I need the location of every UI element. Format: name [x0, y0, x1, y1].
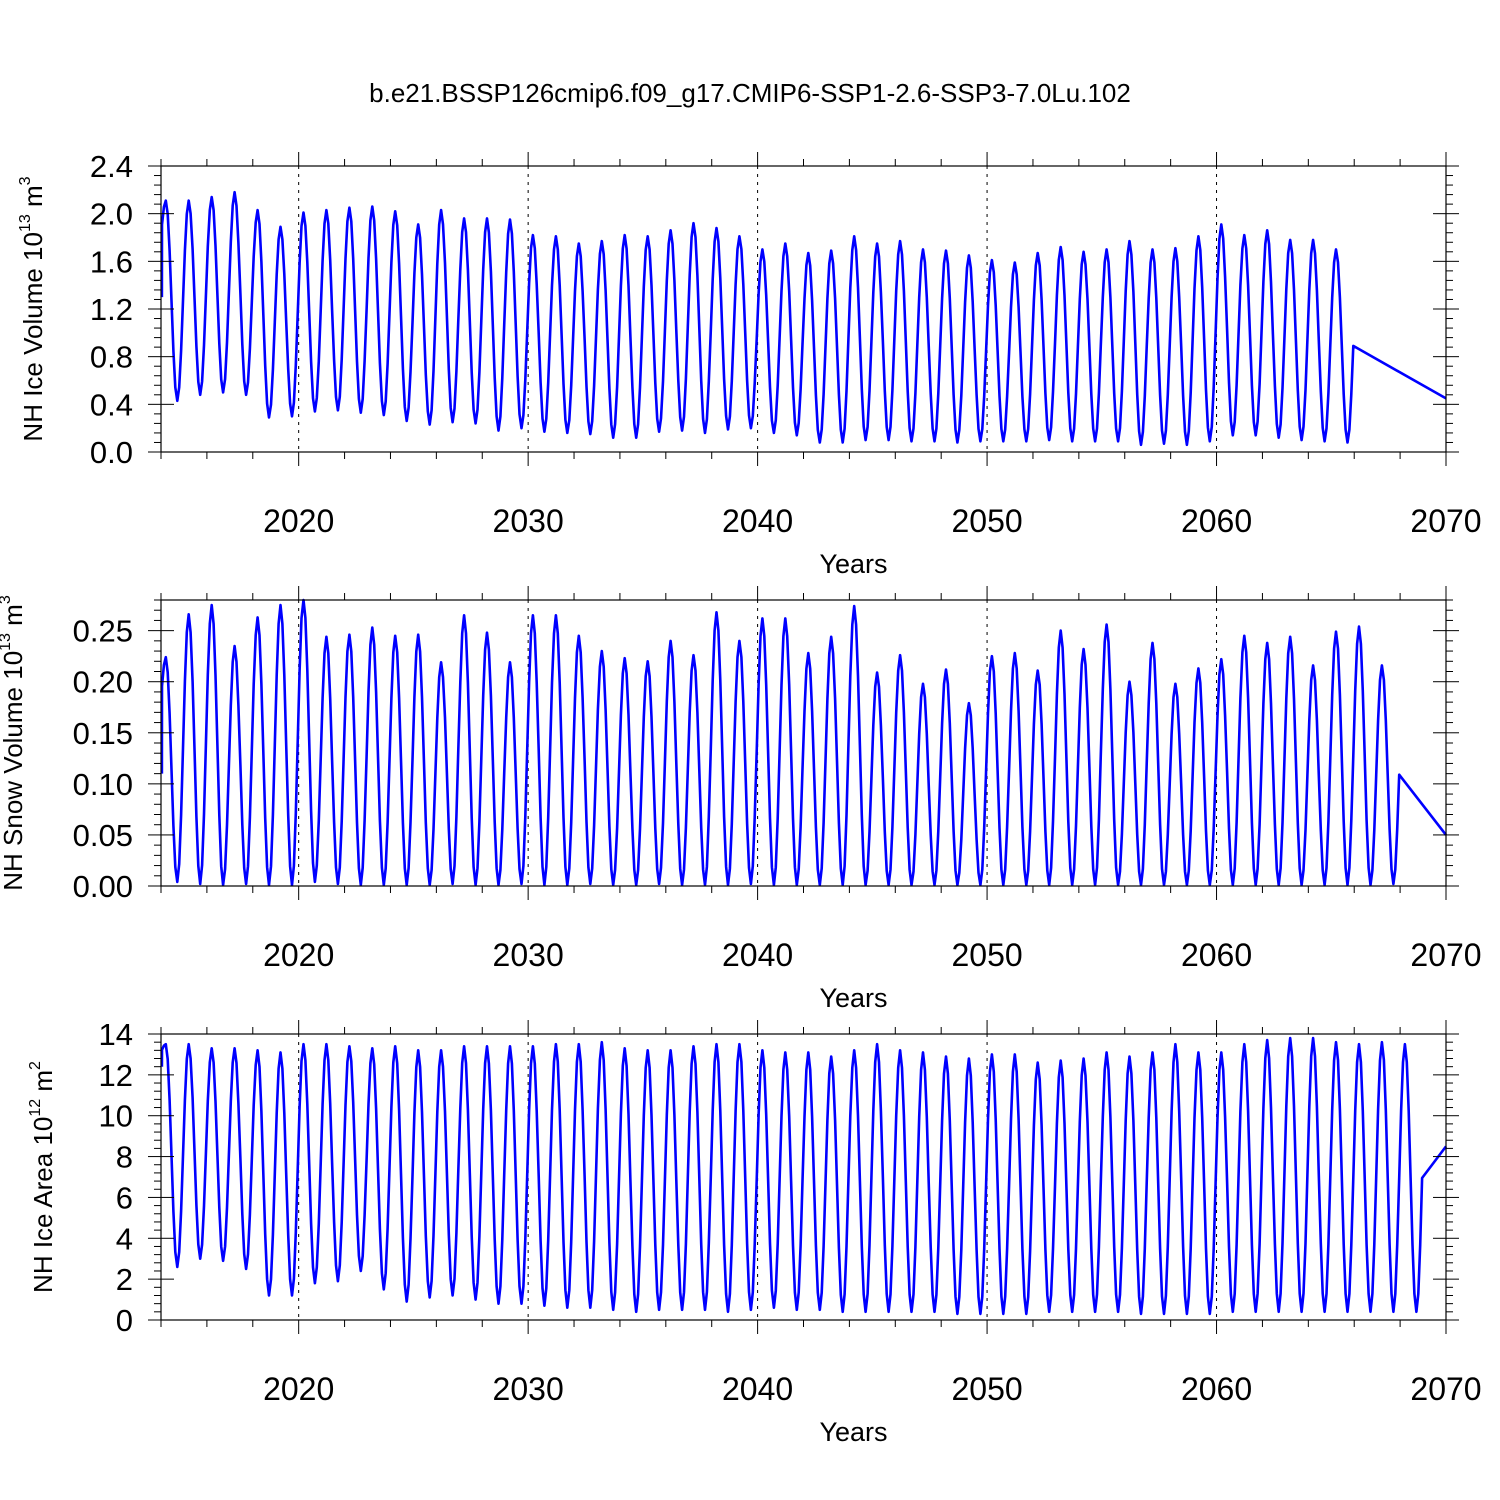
x-tick-label: 2050	[951, 1371, 1022, 1407]
y-tick-label: 1.6	[90, 244, 133, 279]
y-axis-label: NH Ice Volume 1013 m3	[17, 176, 48, 441]
x-tick-label: 2030	[493, 503, 564, 539]
y-tick-label: 0.25	[73, 614, 133, 649]
y-tick-label: 0.20	[73, 665, 133, 700]
y-tick-label: 12	[99, 1058, 133, 1093]
y-tick-label: 0.10	[73, 767, 133, 802]
x-tick-label: 2070	[1410, 937, 1481, 973]
x-tick-label: 2030	[493, 1371, 564, 1407]
snow-volume-series-line	[160, 598, 1448, 887]
y-tick-label: 6	[116, 1180, 133, 1215]
y-tick-label: 0.4	[90, 387, 133, 422]
y-tick-label: 10	[99, 1099, 133, 1134]
ice-volume-panel: 2020 2030 2040 2050 2060 2070 Years 0.0 0.4 0.8 1.…	[17, 149, 1482, 579]
x-axis-label: Years	[819, 983, 887, 1013]
x-tick-label: 2070	[1410, 503, 1481, 539]
x-tick-label: 2060	[1181, 1371, 1252, 1407]
x-tick-label: 2050	[951, 937, 1022, 973]
x-axis-label: Years	[819, 1417, 887, 1447]
x-tick-label: 2040	[722, 1371, 793, 1407]
x-tick-label: 2020	[263, 1371, 334, 1407]
y-tick-label: 4	[116, 1221, 133, 1256]
y-tick-label: 8	[116, 1140, 133, 1175]
ice-volume-series-line	[160, 190, 1447, 447]
y-tick-label: 1.2	[90, 292, 133, 327]
x-tick-label: 2060	[1181, 503, 1252, 539]
x-tick-label: 2020	[263, 503, 334, 539]
ice-area-panel: 2020 2030 2040 2050 2060 2070 Years 0 2 4 6 8 10 12 14…	[27, 1017, 1482, 1447]
y-tick-label: 14	[99, 1017, 133, 1052]
y-axis-label: NH Ice Area 1012 m2	[27, 1061, 58, 1293]
snow-volume-panel: 2020 2030 2040 2050 2060 2070 Years 0.00 0.05 0.1…	[0, 586, 1482, 1013]
chart-title: b.e21.BSSP126cmip6.f09_g17.CMIP6-SSP1-2.…	[369, 78, 1131, 108]
y-tick-label: 0.15	[73, 716, 133, 751]
y-tick-label: 0	[116, 1303, 133, 1338]
x-axis-label: Years	[819, 549, 887, 579]
y-tick-label: 0.8	[90, 340, 133, 375]
x-tick-label: 2050	[951, 503, 1022, 539]
x-tick-label: 2020	[263, 937, 334, 973]
x-tick-label: 2030	[493, 937, 564, 973]
ice-area-series-line	[160, 1036, 1448, 1316]
y-tick-label: 2.0	[90, 197, 133, 232]
y-tick-label: 2	[116, 1262, 133, 1297]
x-tick-label: 2070	[1410, 1371, 1481, 1407]
y-axis-label: NH Snow Volume 1013 m3	[0, 595, 28, 891]
y-tick-label: 0.0	[90, 435, 133, 470]
x-tick-label: 2040	[722, 503, 793, 539]
y-tick-label: 0.00	[73, 869, 133, 904]
x-tick-label: 2040	[722, 937, 793, 973]
y-tick-label: 2.4	[90, 149, 133, 184]
y-tick-label: 0.05	[73, 818, 133, 853]
x-tick-label: 2060	[1181, 937, 1252, 973]
